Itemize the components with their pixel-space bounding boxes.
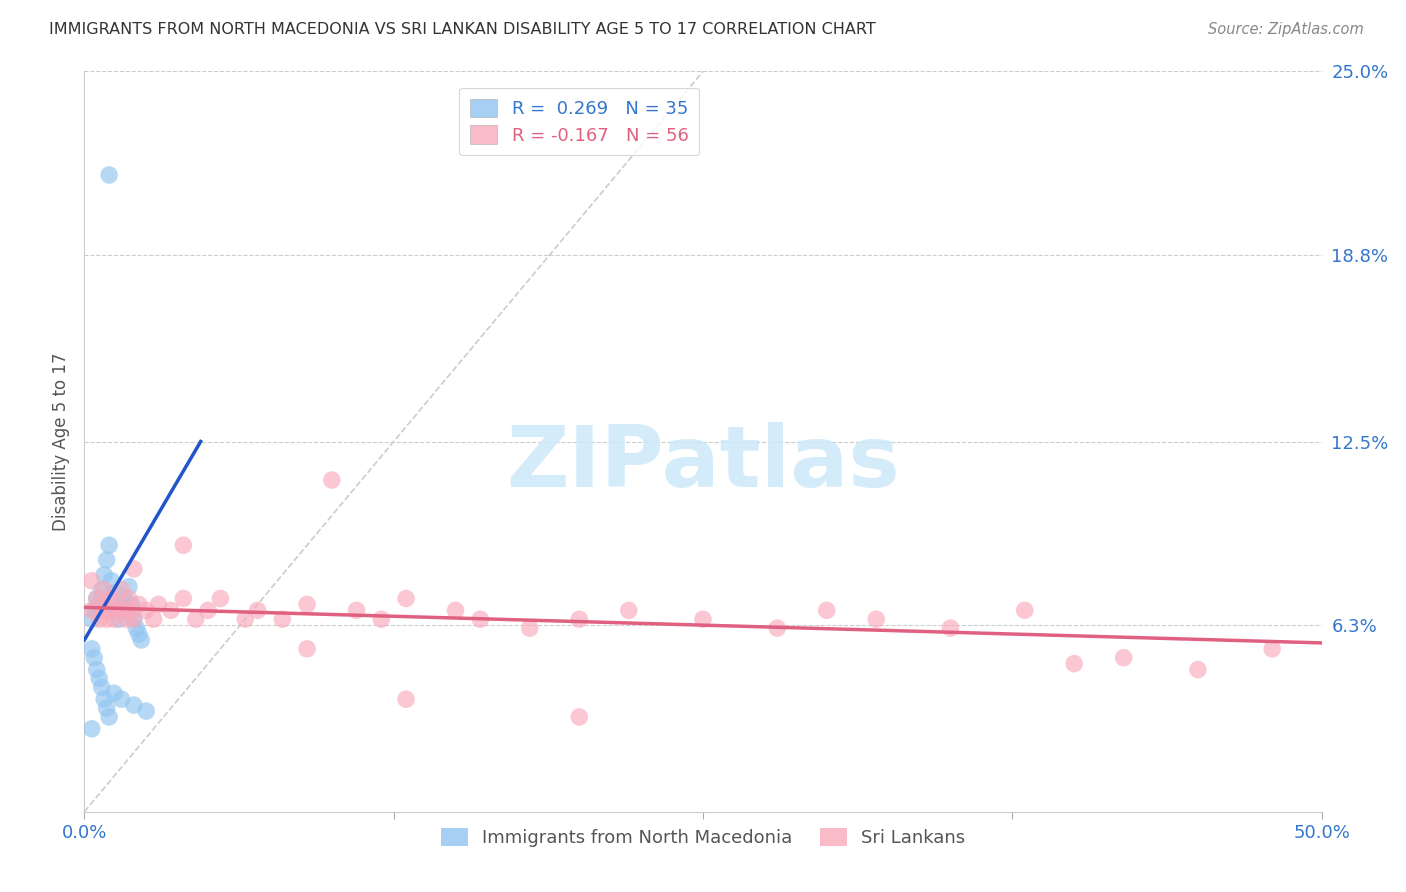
Point bbox=[83, 650, 105, 665]
Point bbox=[815, 603, 838, 617]
Point bbox=[295, 598, 318, 612]
Point bbox=[184, 612, 207, 626]
Point bbox=[1112, 650, 1135, 665]
Point bbox=[93, 582, 115, 597]
Point bbox=[395, 591, 418, 606]
Point bbox=[122, 698, 145, 712]
Point bbox=[519, 621, 541, 635]
Point bbox=[370, 612, 392, 626]
Point bbox=[129, 632, 152, 647]
Point bbox=[105, 598, 128, 612]
Point bbox=[80, 574, 103, 588]
Point bbox=[80, 722, 103, 736]
Point bbox=[80, 612, 103, 626]
Point bbox=[89, 612, 111, 626]
Point bbox=[112, 603, 135, 617]
Point bbox=[93, 603, 115, 617]
Point bbox=[89, 598, 111, 612]
Point bbox=[617, 603, 640, 617]
Point bbox=[233, 612, 256, 626]
Point bbox=[89, 672, 111, 686]
Point bbox=[135, 704, 157, 718]
Point bbox=[1014, 603, 1036, 617]
Point bbox=[110, 582, 132, 597]
Point bbox=[209, 591, 232, 606]
Point bbox=[128, 598, 150, 612]
Point bbox=[1261, 641, 1284, 656]
Point bbox=[96, 612, 118, 626]
Point bbox=[197, 603, 219, 617]
Point bbox=[100, 603, 122, 617]
Point bbox=[108, 612, 131, 626]
Point bbox=[80, 641, 103, 656]
Point bbox=[112, 591, 135, 606]
Point bbox=[346, 603, 368, 617]
Point bbox=[110, 598, 132, 612]
Point bbox=[122, 612, 145, 626]
Point bbox=[568, 612, 591, 626]
Point bbox=[444, 603, 467, 617]
Point bbox=[98, 710, 121, 724]
Point bbox=[395, 692, 418, 706]
Point bbox=[93, 692, 115, 706]
Point bbox=[135, 603, 157, 617]
Point bbox=[93, 567, 115, 582]
Point bbox=[105, 603, 128, 617]
Point bbox=[103, 686, 125, 700]
Point bbox=[120, 598, 142, 612]
Point bbox=[120, 603, 142, 617]
Point bbox=[100, 574, 122, 588]
Point bbox=[271, 612, 294, 626]
Point bbox=[103, 585, 125, 599]
Point bbox=[96, 701, 118, 715]
Text: ZIPatlas: ZIPatlas bbox=[506, 422, 900, 505]
Point bbox=[470, 612, 492, 626]
Point bbox=[118, 580, 141, 594]
Point bbox=[122, 562, 145, 576]
Point bbox=[90, 681, 112, 695]
Point bbox=[86, 663, 108, 677]
Text: IMMIGRANTS FROM NORTH MACEDONIA VS SRI LANKAN DISABILITY AGE 5 TO 17 CORRELATION: IMMIGRANTS FROM NORTH MACEDONIA VS SRI L… bbox=[49, 22, 876, 37]
Point bbox=[172, 538, 194, 552]
Point bbox=[110, 692, 132, 706]
Y-axis label: Disability Age 5 to 17: Disability Age 5 to 17 bbox=[52, 352, 70, 531]
Point bbox=[766, 621, 789, 635]
Point bbox=[83, 603, 105, 617]
Point bbox=[295, 641, 318, 656]
Point bbox=[172, 591, 194, 606]
Point bbox=[128, 627, 150, 641]
Point bbox=[108, 603, 131, 617]
Point bbox=[122, 612, 145, 626]
Point bbox=[568, 710, 591, 724]
Point bbox=[692, 612, 714, 626]
Point bbox=[98, 591, 121, 606]
Text: Source: ZipAtlas.com: Source: ZipAtlas.com bbox=[1208, 22, 1364, 37]
Point bbox=[98, 168, 121, 182]
Point bbox=[160, 603, 183, 617]
Point bbox=[321, 473, 343, 487]
Point bbox=[118, 591, 141, 606]
Point bbox=[865, 612, 887, 626]
Legend: Immigrants from North Macedonia, Sri Lankans: Immigrants from North Macedonia, Sri Lan… bbox=[433, 821, 973, 855]
Point bbox=[115, 612, 138, 626]
Point bbox=[939, 621, 962, 635]
Point bbox=[125, 621, 148, 635]
Point bbox=[115, 603, 138, 617]
Point bbox=[90, 582, 112, 597]
Point bbox=[148, 598, 170, 612]
Point bbox=[246, 603, 269, 617]
Point bbox=[86, 591, 108, 606]
Point bbox=[86, 591, 108, 606]
Point bbox=[80, 603, 103, 617]
Point bbox=[96, 553, 118, 567]
Point bbox=[98, 538, 121, 552]
Point bbox=[1187, 663, 1209, 677]
Point bbox=[1063, 657, 1085, 671]
Point bbox=[142, 612, 165, 626]
Point bbox=[103, 612, 125, 626]
Point bbox=[90, 598, 112, 612]
